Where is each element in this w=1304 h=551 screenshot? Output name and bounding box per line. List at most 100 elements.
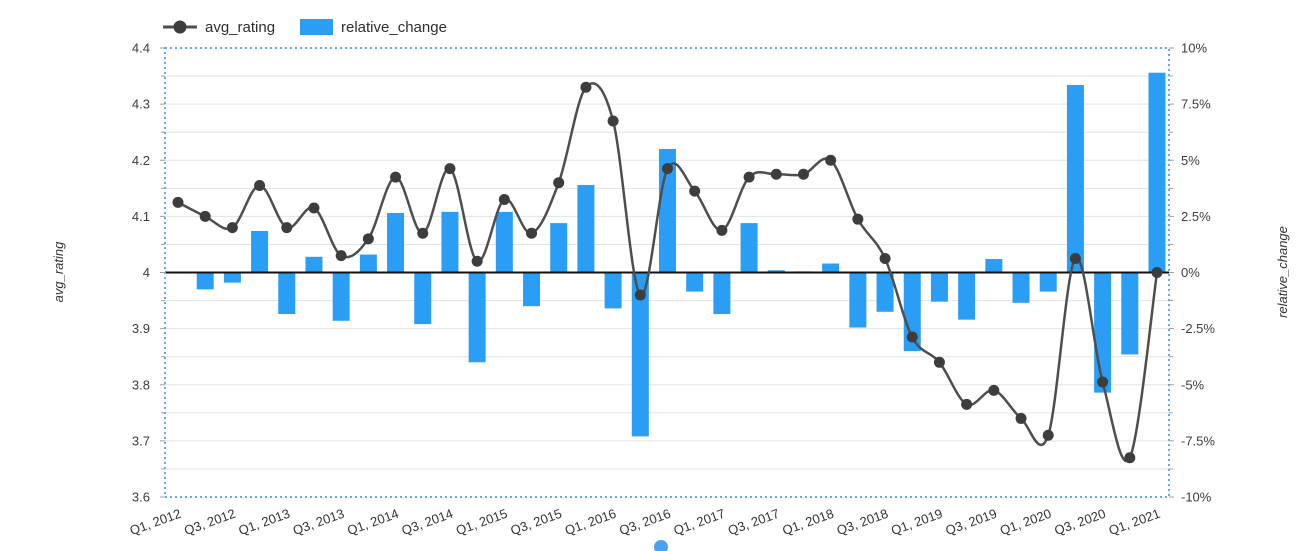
- right-axis-tick-label: -2.5%: [1181, 321, 1215, 336]
- bar-q3-2017[interactable]: [767, 270, 785, 273]
- data-point-q1-2018[interactable]: [825, 154, 837, 166]
- bar-q1-2019[interactable]: [930, 272, 948, 302]
- left-axis-tick-label: 4.4: [132, 41, 150, 56]
- data-point-q4-2014[interactable]: [471, 255, 483, 267]
- bar-q3-2019[interactable]: [985, 259, 1003, 273]
- data-point-q4-2019[interactable]: [1015, 412, 1027, 424]
- data-point-q1-2021[interactable]: [1151, 267, 1163, 278]
- bar-q1-2014[interactable]: [387, 213, 405, 273]
- left-axis-tick-label: 3.8: [132, 377, 150, 392]
- data-point-q2-2017[interactable]: [743, 171, 755, 183]
- bar-q2-2020[interactable]: [1066, 85, 1084, 273]
- bar-q4-2016[interactable]: [686, 272, 704, 292]
- data-point-q4-2020[interactable]: [1124, 452, 1136, 464]
- data-point-q1-2012[interactable]: [172, 196, 184, 208]
- bar-q3-2012[interactable]: [223, 272, 241, 283]
- data-point-q2-2018[interactable]: [852, 213, 864, 225]
- x-axis-label: Q3, 2018: [835, 506, 890, 538]
- bar-q4-2020[interactable]: [1121, 272, 1139, 355]
- bar-q4-2012[interactable]: [251, 230, 269, 273]
- x-axis-label: Q3, 2013: [291, 506, 346, 538]
- data-point-q3-2018[interactable]: [879, 252, 891, 264]
- bar-q2-2018[interactable]: [849, 272, 867, 328]
- bar-q4-2013[interactable]: [359, 254, 377, 273]
- legend-bar-swatch-icon: [300, 19, 333, 35]
- data-point-q3-2013[interactable]: [335, 250, 347, 262]
- right-axis-tick-label: 0%: [1181, 265, 1200, 280]
- x-axis-label: Q1, 2020: [998, 506, 1053, 538]
- data-point-q3-2012[interactable]: [226, 222, 238, 234]
- bar-q1-2017[interactable]: [713, 272, 731, 315]
- x-axis-label: Q1, 2014: [345, 506, 400, 538]
- data-point-q2-2016[interactable]: [634, 289, 646, 301]
- bar-q4-2018[interactable]: [903, 272, 921, 352]
- data-point-q1-2017[interactable]: [716, 224, 728, 236]
- data-point-q2-2012[interactable]: [199, 210, 211, 222]
- data-point-q1-2015[interactable]: [498, 194, 510, 206]
- data-point-q4-2013[interactable]: [362, 233, 374, 245]
- data-point-q3-2014[interactable]: [444, 163, 456, 175]
- left-axis-tick-label: 4.3: [132, 97, 150, 112]
- x-axis-label: Q1, 2013: [236, 506, 291, 538]
- x-axis-label: Q3, 2017: [726, 506, 781, 538]
- data-point-q1-2016[interactable]: [607, 115, 619, 127]
- data-point-q3-2017[interactable]: [770, 168, 782, 180]
- bar-q2-2017[interactable]: [740, 223, 758, 273]
- left-axis-tick-label: 3.7: [132, 433, 150, 448]
- data-point-q1-2019[interactable]: [933, 356, 945, 368]
- data-point-q2-2013[interactable]: [308, 202, 320, 214]
- data-point-q3-2015[interactable]: [553, 177, 565, 189]
- right-axis-tick-label: -7.5%: [1181, 433, 1215, 448]
- data-point-q4-2017[interactable]: [797, 168, 809, 180]
- bar-q2-2014[interactable]: [414, 272, 432, 325]
- bar-q2-2015[interactable]: [523, 272, 541, 307]
- data-point-q3-2020[interactable]: [1097, 376, 1109, 388]
- right-axis-tick-label: -10%: [1181, 490, 1212, 505]
- left-axis-tick-label: 4: [143, 265, 150, 280]
- right-axis-tick-label: 2.5%: [1181, 209, 1211, 224]
- bar-q1-2018[interactable]: [822, 263, 840, 273]
- pagination-dot[interactable]: [654, 540, 668, 551]
- data-point-q4-2012[interactable]: [254, 180, 266, 192]
- plot-border: [164, 47, 1170, 498]
- data-point-q1-2014[interactable]: [390, 171, 402, 183]
- left-axis-tick-label: 4.2: [132, 153, 150, 168]
- x-axis-label: Q1, 2012: [128, 506, 183, 538]
- bar-q4-2019[interactable]: [1012, 272, 1030, 303]
- data-point-q1-2020[interactable]: [1042, 429, 1054, 441]
- bar-q2-2012[interactable]: [196, 272, 214, 290]
- bar-q1-2016[interactable]: [604, 272, 622, 309]
- data-point-q1-2013[interactable]: [281, 222, 293, 234]
- bar-q1-2013[interactable]: [278, 272, 296, 315]
- left-axis-tick-label: 3.9: [132, 321, 150, 336]
- x-axis-label: Q3, 2014: [400, 506, 455, 538]
- bar-q1-2020[interactable]: [1039, 272, 1057, 292]
- data-point-q4-2015[interactable]: [580, 81, 592, 93]
- bar-q1-2015[interactable]: [495, 211, 513, 273]
- bar-q3-2018[interactable]: [876, 272, 894, 312]
- data-point-q2-2014[interactable]: [417, 227, 429, 239]
- data-point-q4-2018[interactable]: [906, 331, 918, 343]
- bar-q4-2014[interactable]: [468, 272, 486, 363]
- bar-q3-2013[interactable]: [332, 272, 350, 321]
- bar-q3-2014[interactable]: [441, 211, 459, 273]
- data-point-q2-2019[interactable]: [961, 398, 973, 410]
- bar-q2-2016[interactable]: [631, 272, 649, 437]
- data-point-q3-2019[interactable]: [988, 384, 1000, 396]
- left-axis-tick-label: 4.1: [132, 209, 150, 224]
- data-point-q2-2020[interactable]: [1069, 252, 1081, 264]
- bar-q2-2013[interactable]: [305, 256, 323, 273]
- bar-q3-2020[interactable]: [1094, 272, 1112, 393]
- bar-q4-2015[interactable]: [577, 184, 595, 273]
- bar-q2-2019[interactable]: [958, 272, 976, 320]
- x-axis-label: Q1, 2019: [889, 506, 944, 538]
- data-point-q3-2016[interactable]: [662, 163, 673, 175]
- bar-q3-2015[interactable]: [550, 223, 568, 273]
- data-point-q4-2016[interactable]: [689, 185, 701, 197]
- right-axis-tick-label: 10%: [1181, 41, 1207, 56]
- bar-q1-2021[interactable]: [1148, 72, 1166, 273]
- x-axis-label: Q1, 2015: [454, 506, 509, 538]
- legend-line-dot-icon: [173, 20, 187, 34]
- data-point-q2-2015[interactable]: [526, 227, 538, 239]
